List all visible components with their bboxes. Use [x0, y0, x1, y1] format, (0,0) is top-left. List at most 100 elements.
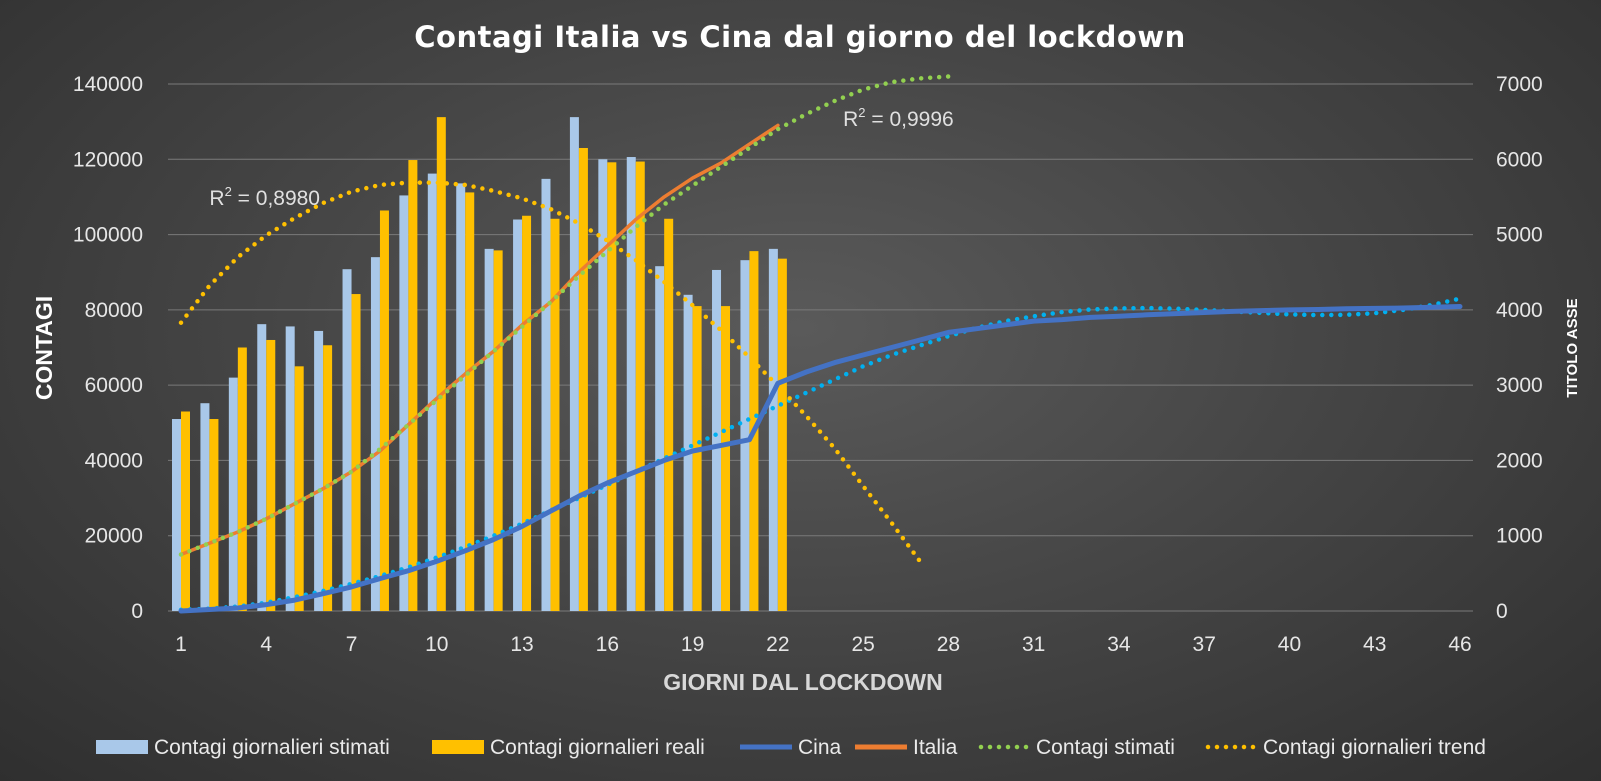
bar-reali-day-11: [465, 192, 475, 611]
y-tick-label: 20000: [85, 525, 143, 548]
y2-axis-title: TITOLO ASSE: [1564, 298, 1581, 397]
y2-tick-label: 1000: [1496, 525, 1543, 548]
bar-stimati-day-14: [541, 178, 551, 612]
legend-label: Cina: [798, 736, 842, 759]
r-squared-symbol: R: [209, 187, 224, 210]
bar-stimati-day-22: [768, 248, 778, 611]
bar-reali-day-13: [522, 215, 532, 611]
y-tick-label: 40000: [85, 449, 143, 472]
bar-stimati-day-18: [655, 266, 665, 611]
y2-tick-label: 3000: [1496, 374, 1543, 397]
bar-reali-day-17: [635, 161, 645, 611]
bar-reali-day-2: [209, 419, 219, 611]
bar-reali-day-14: [550, 218, 560, 612]
bar-stimati-day-3: [228, 377, 238, 611]
bar-stimati-day-16: [598, 159, 608, 612]
legend-swatch: [432, 740, 484, 754]
legend-label: Contagi stimati: [1036, 736, 1175, 759]
bar-stimati-day-20: [712, 269, 722, 611]
bar-reali-day-1: [181, 411, 190, 611]
bar-stimati-day-2: [200, 403, 210, 611]
bar-reali-day-9: [408, 160, 418, 611]
bar-reali-day-8: [379, 210, 389, 612]
bar-stimati-day-9: [399, 195, 409, 611]
x-axis-ticks: 1 4 7 10 13 16 19 22 25 28 31 34 37 40 43 46: [175, 633, 1472, 656]
bar-reali-day-6: [323, 345, 333, 611]
legend-label: Contagi giornalieri reali: [490, 736, 705, 759]
y2-tick-label: 6000: [1496, 148, 1543, 171]
r-squared-annotation: R2 = 0,9996: [843, 105, 954, 131]
gridlines: [168, 83, 1473, 612]
cina-series: [178, 304, 1463, 614]
legend-label: Contagi giornalieri stimati: [154, 736, 390, 759]
x-tick-label: 31: [1022, 633, 1045, 656]
r-squared-annotation: R2 = 0,8980: [209, 184, 320, 210]
bar-stimati-day-15: [569, 117, 579, 611]
y-tick-label: 60000: [85, 374, 143, 397]
x-tick-label: 10: [425, 633, 448, 656]
y-axis-title: CONTAGI: [31, 296, 57, 400]
r-squared-value: = 0,9996: [866, 108, 954, 131]
chart-title: Contagi Italia vs Cina dal giorno del lo…: [414, 20, 1186, 54]
bar-stimati-day-11: [456, 183, 466, 611]
x-axis-title: GIORNI DAL LOCKDOWN: [663, 669, 942, 695]
bar-reali-day-5: [294, 366, 304, 611]
x-tick-label: 43: [1363, 633, 1386, 656]
bar-reali-day-18: [664, 218, 674, 612]
legend-item: Contagi giornalieri trend: [1205, 736, 1486, 759]
bar-stimati-day-1: [172, 419, 181, 611]
x-tick-label: 16: [596, 633, 619, 656]
r-squared-value: = 0,8980: [232, 187, 320, 210]
x-tick-label: 34: [1107, 633, 1131, 656]
legend-label: Italia: [913, 736, 958, 759]
legend: Contagi giornalieri stimati Contagi giorn…: [96, 736, 1486, 759]
bar-reali-day-19: [692, 306, 702, 611]
y-tick-label: 120000: [73, 148, 143, 171]
bar-reali-day-12: [493, 250, 503, 612]
legend-label: Contagi giornalieri trend: [1263, 736, 1486, 759]
r-squared-exponent: 2: [858, 105, 865, 120]
x-tick-label: 22: [766, 633, 789, 656]
bar-reali-day-20: [721, 306, 731, 611]
bar-series: [172, 117, 787, 612]
bar-stimati-day-4: [257, 324, 267, 611]
r-squared-symbol: R: [843, 108, 858, 131]
x-tick-label: 19: [681, 633, 704, 656]
y2-tick-label: 5000: [1496, 224, 1543, 247]
line-series: [178, 74, 1463, 614]
legend-item: Contagi stimati: [978, 736, 1175, 759]
x-tick-label: 25: [851, 633, 874, 656]
bar-reali-day-3: [237, 347, 247, 611]
x-tick-label: 46: [1448, 633, 1471, 656]
bar-stimati-day-21: [740, 260, 750, 611]
y2-tick-label: 2000: [1496, 449, 1543, 472]
y2-tick-label: 0: [1496, 600, 1508, 623]
cina-trend-series: [178, 296, 1463, 613]
y2-axis-ticks: 0 1000 2000 3000 4000 5000 6000 7000: [1496, 73, 1543, 623]
y2-tick-label: 4000: [1496, 299, 1543, 322]
x-tick-label: 7: [346, 633, 358, 656]
r-squared-exponent: 2: [225, 184, 232, 199]
y-tick-label: 0: [131, 600, 143, 623]
legend-swatch: [96, 740, 148, 754]
x-tick-label: 4: [260, 633, 272, 656]
bar-stimati-day-5: [285, 326, 295, 611]
bar-stimati-day-6: [314, 330, 324, 611]
bar-reali-day-10: [436, 117, 446, 611]
legend-item: Cina: [740, 736, 842, 759]
bar-reali-day-4: [266, 339, 276, 611]
bar-reali-day-15: [578, 147, 588, 611]
legend-item: Contagi giornalieri reali: [432, 736, 705, 759]
bar-reali-day-22: [777, 258, 787, 611]
legend-item: Contagi giornalieri stimati: [96, 736, 390, 759]
y-axis-ticks: 0 20000 40000 60000 80000 100000 120000 140000: [73, 73, 143, 623]
bar-stimati-day-12: [484, 248, 494, 611]
legend-item: Italia: [855, 736, 958, 759]
y2-tick-label: 7000: [1496, 73, 1543, 96]
y-tick-label: 80000: [85, 299, 143, 322]
x-tick-label: 13: [510, 633, 533, 656]
bar-reali-day-7: [351, 294, 361, 611]
